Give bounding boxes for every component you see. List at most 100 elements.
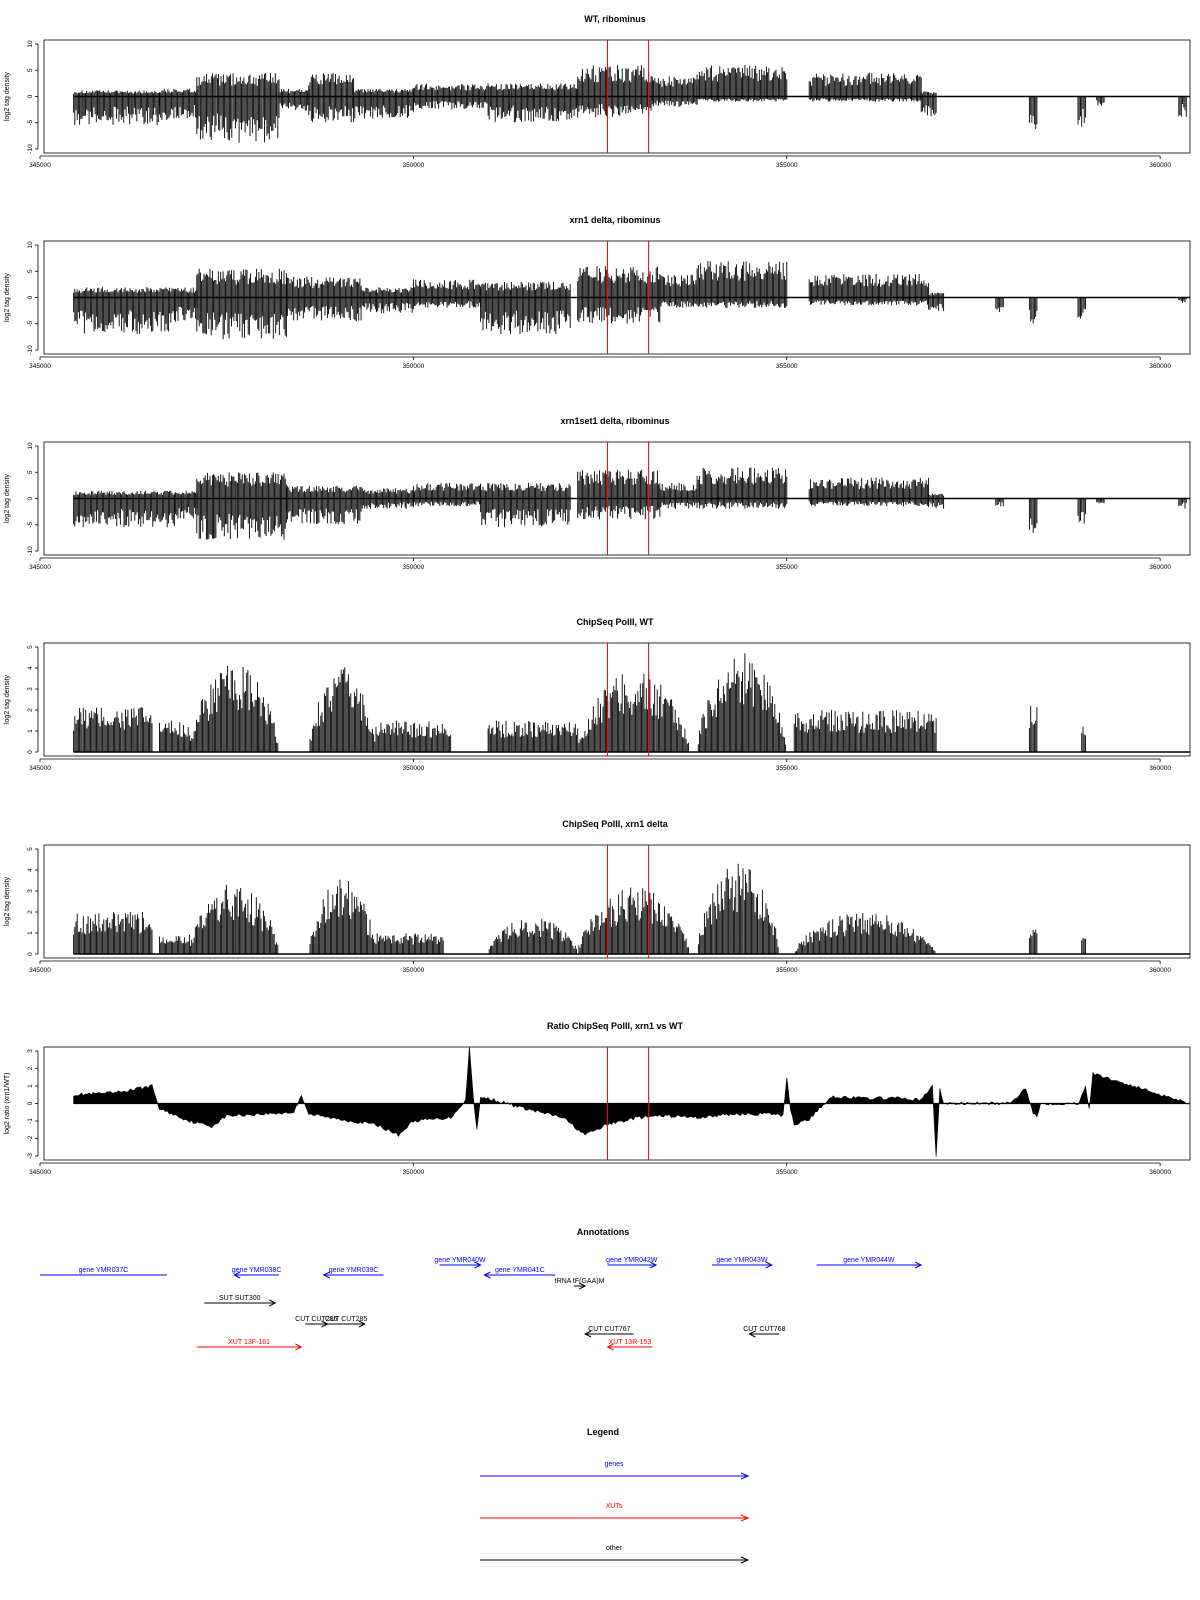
y-axis-label: log2 tag density <box>4 674 11 724</box>
bar-cluster <box>1178 498 1187 509</box>
x-tick-label: 350000 <box>403 1169 425 1176</box>
bar-cluster <box>278 88 310 111</box>
bar-cluster <box>308 72 355 123</box>
legend-panel: Legend genes XUTs other <box>480 1427 750 1564</box>
bar-cluster <box>1028 297 1038 324</box>
bar-cluster <box>375 933 444 954</box>
annotation-feature: gene YMR038C <box>232 1267 281 1279</box>
y-tick-label: 0 <box>27 952 34 956</box>
panel-title: ChipSeq PolII, WT <box>577 617 654 627</box>
y-tick-label: -10 <box>27 345 34 355</box>
bar-cluster <box>920 91 937 117</box>
x-tick-label: 360000 <box>1149 162 1171 169</box>
y-tick-label: 1 <box>27 931 34 935</box>
bar-cluster <box>196 72 280 143</box>
bar-cluster <box>159 934 190 954</box>
arrow-right-icon <box>269 1299 277 1307</box>
x-tick-label: 360000 <box>1149 564 1171 571</box>
bar-cluster <box>360 488 414 509</box>
track-panel-4: ChipSeq PolII, WT log2 tag density 5 4 3 2 1 0 3… <box>4 617 1191 772</box>
bar-cluster <box>1028 705 1038 752</box>
bar-cluster <box>659 274 698 308</box>
y-tick-label: -1 <box>27 1118 34 1124</box>
track-panel-5: ChipSeq PolII, xrn1 delta log2 tag densit… <box>4 819 1191 974</box>
data-marks <box>73 261 1190 340</box>
x-tick-label: 350000 <box>403 564 425 571</box>
annotation-feature: gene YMR041C <box>483 1267 556 1279</box>
bar-cluster <box>412 83 489 110</box>
annotation-feature: CUT CUT768 <box>743 1326 786 1338</box>
bar-cluster <box>73 490 175 528</box>
bar-cluster <box>696 261 788 308</box>
y-tick-label: 0 <box>27 1101 34 1105</box>
y-tick-label: 5 <box>27 470 34 474</box>
bar-cluster <box>697 653 787 752</box>
legend-item: XUTs <box>480 1503 750 1522</box>
x-tick-label: 345000 <box>29 162 51 169</box>
y-tick-label: 4 <box>27 868 34 872</box>
y-tick-label: 5 <box>27 847 34 851</box>
y-tick-label: -3 <box>27 1153 34 1159</box>
bar-cluster <box>696 467 788 509</box>
x-tick-label: 355000 <box>776 967 798 974</box>
bar-cluster <box>1096 498 1105 504</box>
bar-cluster <box>360 287 414 314</box>
bar-cluster <box>577 65 653 118</box>
x-tick-label: 350000 <box>403 363 425 370</box>
annotation-items: gene YMR037C gene YMR038C gene YMR039C gene… <box>40 1257 923 1351</box>
feature-label: gene YMR042W <box>606 1257 658 1264</box>
y-axis-label: log2 tag density <box>4 272 11 322</box>
feature-label: CUT CUT767 <box>588 1326 630 1333</box>
x-tick-label: 355000 <box>776 363 798 370</box>
bar-cluster <box>159 88 198 120</box>
arrow-right-icon <box>578 1282 587 1290</box>
y-tick-label: 10 <box>27 442 34 450</box>
bar-cluster <box>578 673 689 752</box>
legend-title: Legend <box>587 1427 619 1437</box>
y-tick-label: 0 <box>27 496 34 500</box>
y-tick-label: 0 <box>27 750 34 754</box>
data-marks <box>73 65 1190 143</box>
bar-cluster <box>73 707 153 752</box>
bar-cluster <box>196 268 287 340</box>
y-tick-label: 3 <box>27 687 34 691</box>
bar-cluster <box>1028 96 1038 129</box>
data-marks <box>73 1046 1191 1157</box>
arrow-right-icon <box>358 1320 366 1328</box>
annotation-feature: SUT SUT300 <box>204 1295 277 1307</box>
bar-cluster <box>697 863 779 954</box>
feature-label: gene YMR037C <box>79 1267 129 1274</box>
feature-label: gene YMR040W <box>434 1257 486 1264</box>
bar-cluster <box>1081 726 1086 752</box>
track-panel-3: xrn1set1 delta, ribominus log2 tag densit… <box>4 416 1191 571</box>
feature-label: gene YMR043W <box>716 1257 768 1264</box>
y-axis-label: log2 tag density <box>4 473 11 523</box>
bar-cluster <box>480 482 571 528</box>
bar-cluster <box>1077 96 1086 127</box>
bar-cluster <box>285 276 362 321</box>
bar-cluster <box>578 887 689 954</box>
x-tick-label: 345000 <box>29 967 51 974</box>
y-tick-label: 0 <box>27 94 34 98</box>
y-tick-label: -5 <box>27 320 34 326</box>
bar-cluster <box>995 297 1004 312</box>
bar-cluster <box>1081 938 1086 954</box>
ratio-area <box>73 1046 1191 1157</box>
bar-cluster <box>487 83 579 123</box>
feature-label: XUT 13F-161 <box>228 1339 270 1346</box>
bar-cluster <box>196 472 287 540</box>
bar-cluster <box>309 879 376 954</box>
bar-cluster <box>309 667 376 752</box>
bar-cluster <box>73 90 160 125</box>
bar-cluster <box>651 76 698 107</box>
y-axis-label: log2 ratio (xrn1/WT) <box>4 1073 11 1135</box>
track-panel-1: WT, ribominus log2 tag density 10 5 0 -5 -10 34… <box>4 14 1191 169</box>
y-tick-label: 0 <box>27 295 34 299</box>
annotation-feature: CUT CUT285 <box>325 1316 367 1328</box>
arrow-left-icon <box>584 1330 592 1338</box>
arrow-right-icon <box>765 1261 773 1269</box>
bar-cluster <box>487 720 579 752</box>
x-tick-label: 355000 <box>776 162 798 169</box>
legend-label: XUTs <box>606 1503 623 1510</box>
